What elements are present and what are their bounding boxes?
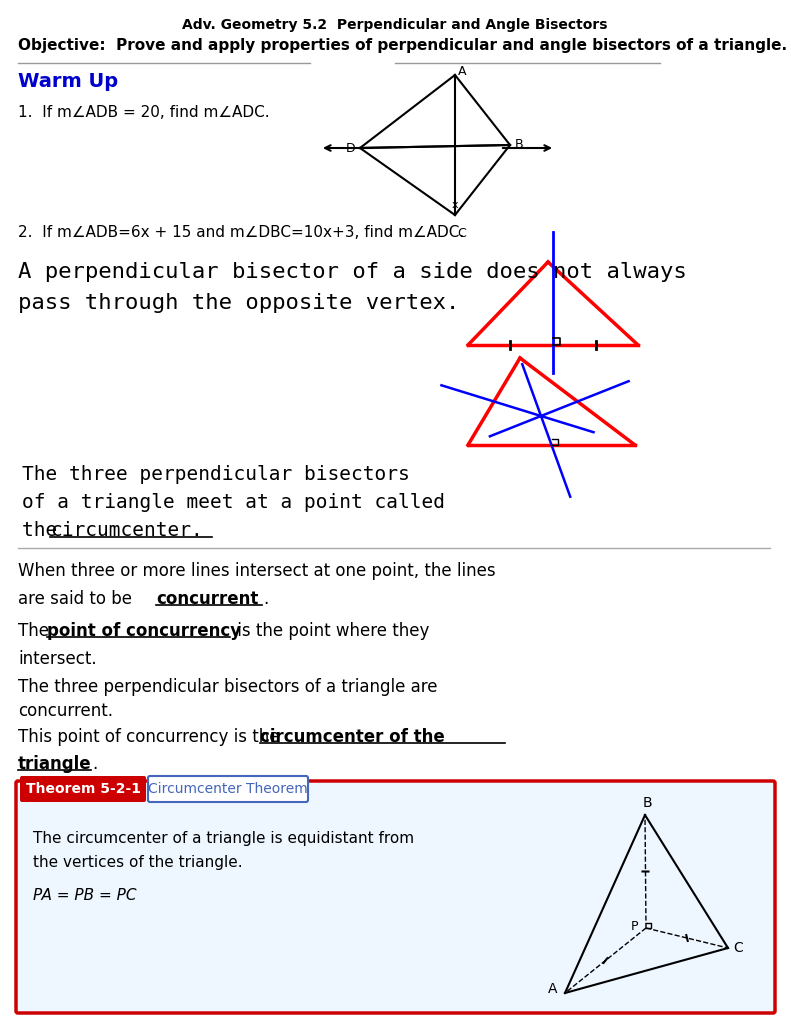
Text: The: The: [18, 622, 55, 640]
Text: The three perpendicular bisectors: The three perpendicular bisectors: [22, 465, 410, 484]
Text: circumcenter.: circumcenter.: [50, 521, 202, 540]
Text: intersect.: intersect.: [18, 650, 97, 668]
FancyBboxPatch shape: [16, 781, 775, 1013]
Text: D: D: [346, 141, 355, 155]
Text: C: C: [457, 227, 466, 240]
Text: concurrent.: concurrent.: [18, 702, 113, 720]
Text: the: the: [22, 521, 69, 540]
Text: C: C: [733, 941, 743, 955]
Text: x: x: [452, 200, 458, 210]
Text: is the point where they: is the point where they: [232, 622, 430, 640]
Text: 2.  If m∠ADB=6x + 15 and m∠DBC=10x+3, find m∠ADC.: 2. If m∠ADB=6x + 15 and m∠DBC=10x+3, fin…: [18, 225, 464, 240]
Text: B: B: [642, 796, 652, 810]
Text: P: P: [630, 920, 638, 933]
Text: A: A: [458, 65, 467, 78]
Text: The three perpendicular bisectors of a triangle are: The three perpendicular bisectors of a t…: [18, 678, 437, 696]
Text: .: .: [263, 590, 268, 608]
Text: Adv. Geometry 5.2  Perpendicular and Angle Bisectors: Adv. Geometry 5.2 Perpendicular and Angl…: [182, 18, 607, 32]
Text: circumcenter of the: circumcenter of the: [260, 728, 445, 746]
Text: 1.  If m∠ADB = 20, find m∠ADC.: 1. If m∠ADB = 20, find m∠ADC.: [18, 105, 270, 120]
Text: Warm Up: Warm Up: [18, 72, 118, 91]
Text: concurrent: concurrent: [156, 590, 259, 608]
Text: Theorem 5-2-1: Theorem 5-2-1: [25, 782, 141, 796]
Text: B: B: [515, 138, 524, 152]
Text: pass through the opposite vertex.: pass through the opposite vertex.: [18, 293, 460, 313]
Text: point of concurrency: point of concurrency: [47, 622, 241, 640]
Text: Objective:  Prove and apply properties of perpendicular and angle bisectors of a: Objective: Prove and apply properties of…: [18, 38, 787, 53]
Text: the vertices of the triangle.: the vertices of the triangle.: [33, 855, 243, 870]
FancyBboxPatch shape: [20, 776, 146, 802]
Text: triangle: triangle: [18, 755, 92, 773]
Text: Circumcenter Theorem: Circumcenter Theorem: [148, 782, 308, 796]
Text: of a triangle meet at a point called: of a triangle meet at a point called: [22, 493, 445, 512]
Text: A: A: [547, 982, 557, 996]
Text: When three or more lines intersect at one point, the lines: When three or more lines intersect at on…: [18, 562, 496, 580]
FancyBboxPatch shape: [148, 776, 308, 802]
Text: The circumcenter of a triangle is equidistant from: The circumcenter of a triangle is equidi…: [33, 831, 414, 846]
Text: .: .: [92, 755, 97, 773]
Text: A perpendicular bisector of a side does not always: A perpendicular bisector of a side does …: [18, 262, 687, 282]
Text: This point of concurrency is the: This point of concurrency is the: [18, 728, 285, 746]
Text: are said to be: are said to be: [18, 590, 138, 608]
Text: PA = PB = PC: PA = PB = PC: [33, 888, 137, 903]
